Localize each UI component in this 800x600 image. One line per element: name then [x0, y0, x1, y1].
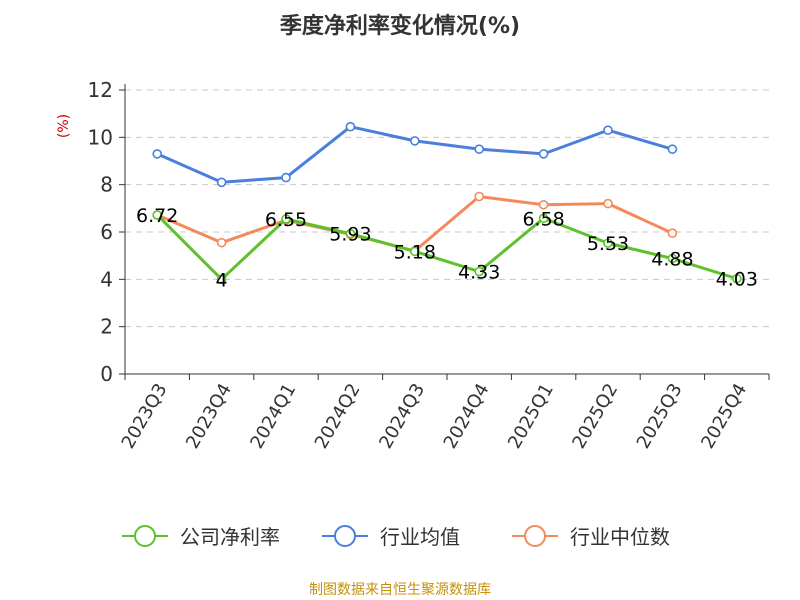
data-labels: 6.72 4 6.55 5.93 5.18 4.33 6.58 5.53 4.88 4.03	[136, 205, 758, 291]
data-point-marker	[731, 273, 742, 284]
y-tick-label: 2	[100, 315, 113, 339]
data-point-marker	[603, 238, 613, 248]
data-point-marker	[216, 274, 227, 285]
data-point-marker	[474, 191, 485, 202]
data-label: 6.55	[265, 209, 307, 231]
y-axis-unit-label: (%)	[56, 114, 72, 138]
legend[interactable]: 公司净利率 行业均值 行业中位数	[122, 525, 670, 549]
x-tick-label: 2024Q4	[440, 380, 494, 452]
data-point-marker	[281, 172, 291, 183]
data-point-marker	[603, 198, 613, 209]
data-point-marker	[603, 125, 613, 136]
data-point-marker	[667, 253, 678, 264]
x-tick-label: 2025Q1	[504, 380, 558, 452]
data-label: 4.88	[651, 249, 693, 271]
data-point-marker	[345, 121, 356, 132]
y-tick-label: 6	[100, 220, 113, 244]
data-label: 6.58	[522, 208, 564, 230]
x-tick-label: 2024Q3	[375, 380, 429, 452]
series-line-1	[156, 125, 673, 184]
legend-marker	[524, 525, 546, 547]
data-point-marker	[216, 237, 227, 248]
data-point-marker	[667, 228, 678, 238]
series-line-0	[156, 213, 738, 281]
series-lines	[152, 121, 742, 285]
x-tick-label: 2025Q2	[568, 380, 622, 452]
x-tick-label: 2025Q3	[633, 380, 687, 452]
data-point-marker	[538, 199, 549, 210]
legend-marker	[134, 525, 156, 547]
data-point-marker	[474, 144, 485, 154]
legend-label: 公司净利率	[180, 525, 280, 549]
data-point-marker	[538, 213, 549, 224]
x-tick-label: 2023Q4	[182, 380, 236, 452]
data-label: 5.93	[329, 224, 371, 246]
source-note: 制图数据来自恒生聚源数据库	[309, 582, 491, 598]
data-point-marker	[281, 214, 291, 224]
data-label: 5.53	[587, 233, 629, 255]
y-tick-label: 10	[88, 125, 113, 149]
x-tick-label: 2023Q3	[118, 380, 172, 452]
y-tick-label: 4	[100, 267, 113, 291]
data-point-marker	[409, 136, 420, 146]
legend-marker	[334, 525, 356, 547]
data-label: 4	[216, 269, 228, 291]
data-point-marker	[152, 210, 162, 220]
data-point-marker	[409, 246, 420, 257]
y-tick-label: 8	[100, 173, 113, 197]
legend-label: 行业均值	[380, 525, 460, 549]
legend-item-2[interactable]: 行业中位数	[512, 525, 670, 549]
data-point-marker	[152, 149, 162, 159]
data-label: 6.72	[136, 205, 178, 227]
data-label: 4.03	[716, 269, 758, 291]
legend-item-0[interactable]: 公司净利率	[122, 525, 280, 549]
data-point-marker	[474, 266, 485, 277]
data-point-marker	[667, 144, 678, 154]
grid-lines	[125, 89, 769, 328]
legend-label: 行业中位数	[570, 525, 670, 549]
y-tick-label: 12	[88, 78, 113, 102]
data-point-marker	[538, 149, 549, 159]
data-label: 4.33	[458, 262, 500, 284]
legend-item-1[interactable]: 行业均值	[322, 525, 460, 549]
chart-title: 季度净利率变化情况(%)	[280, 13, 520, 39]
x-tick-label: 2024Q2	[311, 380, 365, 452]
data-point-marker	[216, 177, 227, 188]
x-tick-label: 2025Q4	[697, 380, 751, 452]
data-label: 5.18	[394, 241, 436, 263]
y-tick-label: 0	[100, 362, 113, 386]
data-point-marker	[345, 228, 356, 239]
x-tick-label: 2024Q1	[246, 380, 300, 452]
